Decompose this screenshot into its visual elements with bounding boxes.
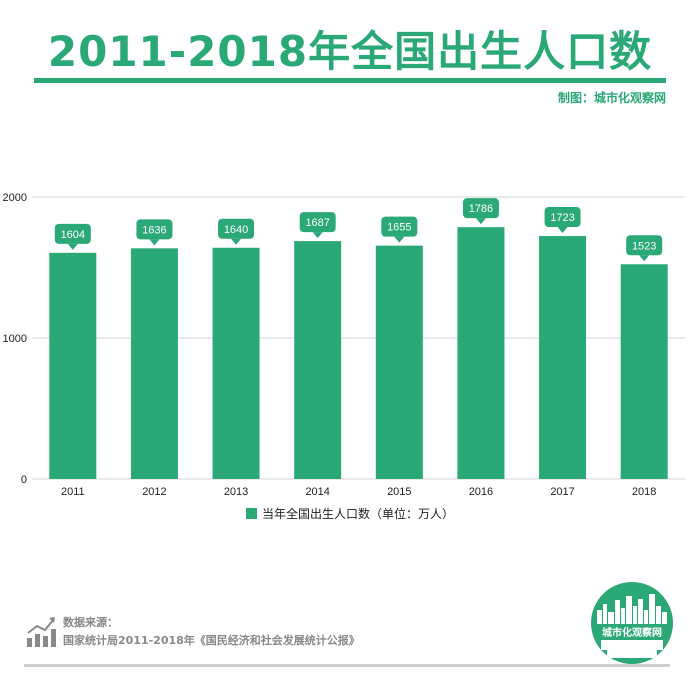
data-label: 1523: [632, 240, 656, 252]
y-tick-label: 1000: [3, 333, 27, 345]
bar-2013: [212, 247, 260, 479]
chart-legend: 当年全国出生人口数（单位：万人）: [0, 505, 700, 522]
data-label-bubble: [626, 235, 663, 256]
y-tick-label: 2000: [3, 192, 27, 204]
city-skyline-icon: [597, 594, 667, 658]
x-tick-label: 2016: [469, 486, 493, 498]
x-tick-label: 2017: [550, 486, 574, 498]
data-label-bubble: [544, 207, 581, 228]
bar-2016: [457, 227, 505, 479]
data-label: 1687: [305, 217, 329, 229]
source-heading: 数据来源：: [63, 616, 118, 629]
legend-swatch: [245, 508, 257, 519]
data-label-bubble: [218, 218, 255, 239]
x-tick-label: 2014: [305, 486, 329, 498]
bar-chart: 1604 1636 1640 1687 1655 1786 1723 1523 0 1000 20…: [3, 192, 685, 498]
bar-2018: [620, 264, 668, 479]
bar-2015: [375, 245, 423, 479]
data-label-pointer: [475, 218, 486, 225]
data-label-pointer: [149, 239, 160, 246]
data-label-bubble: [54, 223, 91, 244]
footer-divider: [24, 664, 670, 667]
data-label: 1636: [142, 224, 166, 236]
bar-chart-trend-icon: [27, 617, 56, 647]
y-tick-label: 0: [21, 474, 27, 486]
page-title: 2011-2018年全国出生人口数: [47, 27, 653, 76]
data-label-bubble: [462, 198, 499, 219]
data-label: 1723: [550, 212, 574, 224]
data-label-bubble: [299, 212, 336, 233]
chart-credit: 制图：城市化观察网: [557, 91, 666, 105]
bar-2012: [130, 248, 178, 479]
bar-2014: [294, 241, 342, 479]
data-label: 1655: [387, 222, 411, 234]
data-label: 1786: [469, 203, 493, 215]
data-label-pointer: [67, 243, 78, 250]
source-text: 国家统计局2011-2018年《国民经济和社会发展统计公报》: [63, 634, 360, 647]
site-logo: 城市化观察网: [591, 582, 673, 664]
title-underline: [34, 78, 666, 83]
data-label-pointer: [312, 232, 323, 239]
bar-2011: [49, 252, 97, 479]
data-label-bubble: [136, 219, 173, 240]
data-label: 1604: [61, 229, 85, 241]
x-tick-label: 2018: [632, 486, 656, 498]
data-label-pointer: [231, 238, 242, 245]
legend-label: 当年全国出生人口数（单位：万人）: [261, 507, 454, 521]
data-label-pointer: [557, 227, 568, 234]
x-tick-label: 2011: [61, 486, 85, 498]
x-tick-label: 2012: [142, 486, 166, 498]
data-label: 1640: [224, 224, 248, 236]
data-label-pointer: [639, 255, 650, 262]
data-label-pointer: [394, 236, 405, 243]
x-tick-label: 2013: [224, 486, 248, 498]
x-tick-label: 2015: [387, 486, 411, 498]
bar-2017: [539, 236, 587, 479]
logo-text: 城市化观察网: [602, 628, 662, 639]
data-label-bubble: [381, 216, 418, 237]
